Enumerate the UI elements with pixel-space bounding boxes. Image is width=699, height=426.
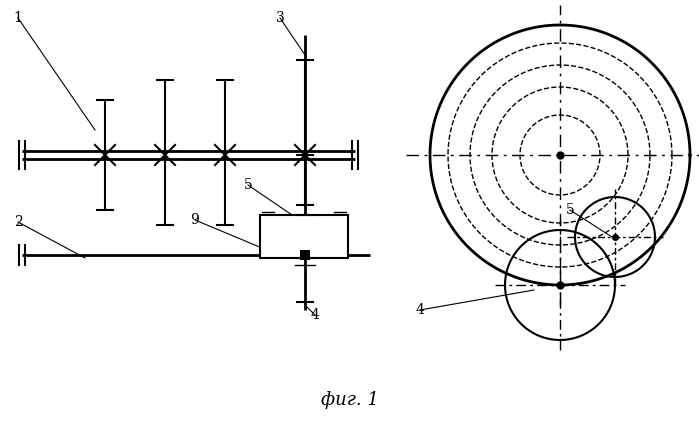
Text: 5: 5 [565,203,575,217]
Bar [260,215,348,258]
Bar [300,250,310,260]
Text: 2: 2 [13,215,22,229]
Text: 1: 1 [13,11,22,25]
Text: 4: 4 [310,308,319,322]
Text: 9: 9 [191,213,199,227]
Bar [277,252,293,258]
Text: фиг. 1: фиг. 1 [321,391,379,409]
Text: 4: 4 [416,303,424,317]
Text: 3: 3 [275,11,284,25]
Text: 5: 5 [244,178,252,192]
